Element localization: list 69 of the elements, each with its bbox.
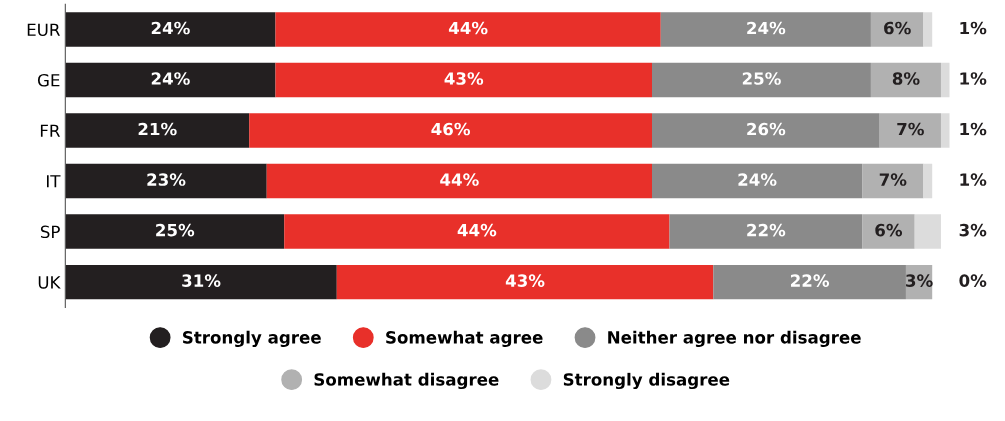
bar [275,12,661,47]
bar [862,214,915,249]
bar [65,163,267,199]
data-label: 25% [742,72,781,85]
bar [923,12,933,47]
data-label: 22% [790,274,830,287]
bar [266,163,653,199]
y-tick-label: FR [40,124,60,137]
data-label: 1% [960,122,987,136]
bar [65,62,276,98]
data-label: 43% [444,72,484,85]
data-label: 31% [182,274,221,287]
y-tick-label: UK [38,276,61,289]
y-tick-label: GE [37,73,60,87]
bar [65,214,285,249]
bar [940,62,950,98]
data-label: 25% [156,223,195,237]
data-label: 1% [960,21,987,35]
data-label: 3% [906,274,933,287]
data-label: 1% [960,72,987,85]
legend-label: Somewhat disagree [314,372,499,390]
data-label: 8% [892,72,920,85]
data-label: 22% [747,223,786,237]
bar [65,12,276,47]
bar [923,163,933,199]
bar [65,264,337,300]
data-label: 6% [884,21,911,35]
bar [275,62,653,98]
legend-label: Neither agree nor disagree [608,330,861,348]
bar [940,113,950,148]
bar [879,113,941,148]
y-tick-label: IT [47,175,61,188]
bar [862,163,924,199]
data-label: 24% [747,21,786,35]
bar [870,12,924,47]
legend-label: Strongly agree [183,330,321,348]
bar [652,113,880,148]
y-tick-label: SP [40,225,60,239]
data-label: 6% [875,223,903,237]
data-label: 44% [440,173,479,186]
bar [652,163,863,199]
data-label: 3% [959,223,987,237]
data-label: 26% [747,122,786,136]
data-label: 7% [879,173,907,186]
bar [660,12,871,47]
bar [652,62,871,98]
bar [336,264,714,300]
data-label: 0% [959,274,987,287]
data-label: 24% [738,173,777,186]
bar [713,264,906,300]
bar [914,214,941,249]
bar [284,214,670,249]
data-label: 44% [448,21,488,35]
legend-label: Strongly disagree [563,372,730,390]
data-label: 21% [138,122,177,136]
data-label: 1% [960,173,987,186]
bar [669,214,863,249]
data-label: 24% [151,21,190,35]
bar [870,62,941,98]
data-label: 44% [457,223,497,237]
data-label: 23% [147,173,186,186]
bar [65,113,250,148]
data-label: 43% [505,274,545,287]
data-label: 24% [151,72,190,85]
data-label: 46% [431,122,471,136]
legend-label: Somewhat agree [386,330,543,348]
y-tick-label: EUR [27,23,60,37]
data-label: 7% [897,122,924,136]
bar [249,113,653,148]
